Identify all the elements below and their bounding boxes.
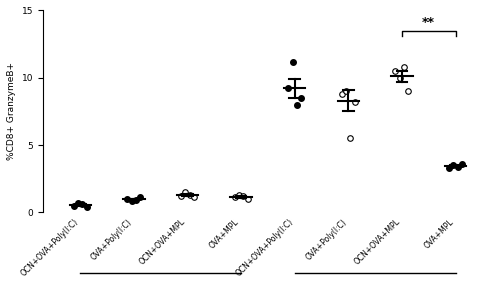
Text: **: ** (422, 16, 435, 29)
Y-axis label: %CD8+ GranzymeB+: %CD8+ GranzymeB+ (7, 62, 16, 160)
